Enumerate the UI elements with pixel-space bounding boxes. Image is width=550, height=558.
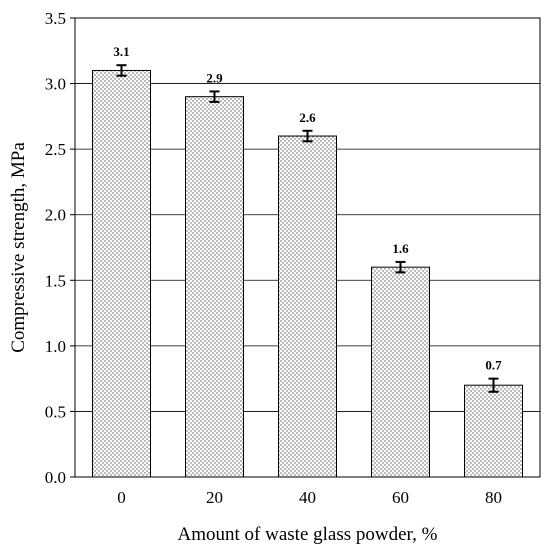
- bars: [92, 69, 523, 478]
- y-tick-label: 2.0: [45, 206, 66, 225]
- bar: [464, 384, 523, 478]
- x-tick-labels: 0 20 40 60 80: [117, 488, 502, 507]
- data-label: 0.7: [485, 358, 502, 373]
- bar: [185, 96, 244, 478]
- bar: [371, 266, 430, 478]
- x-tick-label: 40: [299, 488, 316, 507]
- data-label: 2.6: [299, 110, 316, 125]
- data-label: 1.6: [392, 241, 409, 256]
- y-tick-label: 1.5: [45, 271, 66, 290]
- x-tick-label: 60: [392, 488, 409, 507]
- x-tick-label: 20: [206, 488, 223, 507]
- y-tick-label: 1.0: [45, 337, 66, 356]
- plot-frame: [74, 17, 541, 478]
- bar: [278, 135, 337, 478]
- x-axis-title: Amount of waste glass powder, %: [178, 524, 438, 545]
- data-label: 3.1: [113, 44, 129, 59]
- y-tick-labels: 0.0 0.5 1.0 1.5 2.0 2.5 3.0 3.5: [45, 9, 66, 487]
- error-bars: [116, 64, 499, 393]
- y-tick-label: 3.0: [45, 75, 66, 94]
- data-label: 2.9: [206, 70, 223, 85]
- y-tick-label: 2.5: [45, 140, 66, 159]
- x-tick-label: 80: [485, 488, 502, 507]
- y-tick-label: 0.0: [45, 468, 66, 487]
- y-tick-label: 3.5: [45, 9, 66, 28]
- data-labels: 3.1 2.9 2.6 1.6 0.7: [113, 44, 502, 372]
- bar: [92, 69, 151, 478]
- x-tick-label: 0: [117, 488, 126, 507]
- y-axis-title: Compressive strength, MPa: [8, 142, 29, 353]
- y-tick-label: 0.5: [45, 402, 66, 421]
